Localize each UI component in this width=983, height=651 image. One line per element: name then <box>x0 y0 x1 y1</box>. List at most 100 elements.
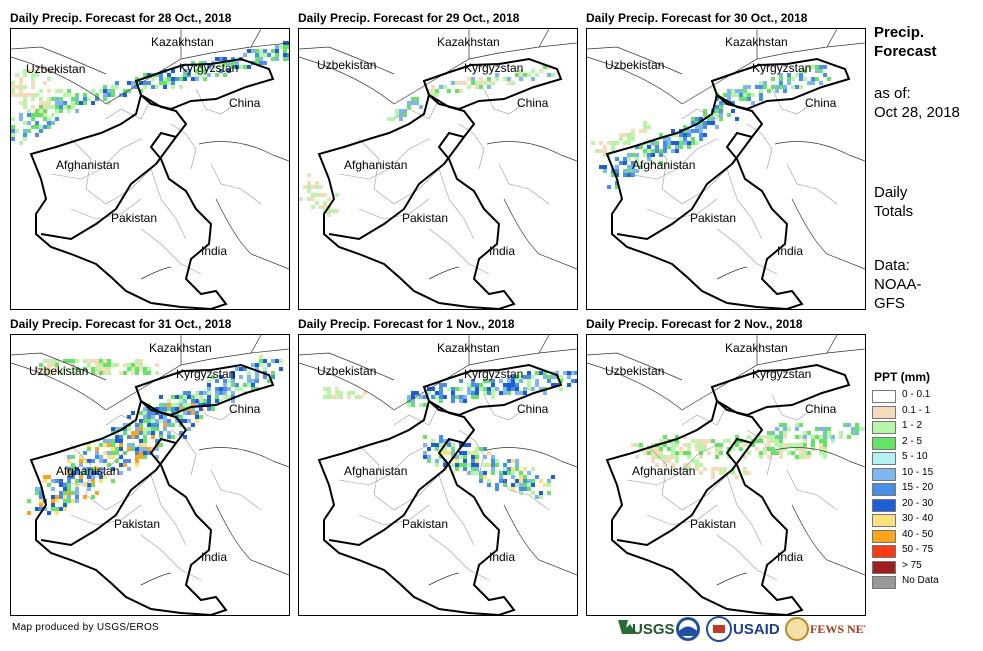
label-afghanistan: Afghanistan <box>344 158 407 172</box>
precip-cell <box>771 451 775 455</box>
precip-cell <box>703 467 707 471</box>
precip-cell <box>187 403 191 407</box>
precip-cell <box>255 49 259 53</box>
precip-cell <box>103 371 107 375</box>
precip-cell <box>191 77 195 81</box>
precip-cell <box>535 379 539 383</box>
precip-cell <box>699 443 703 447</box>
precip-cell <box>123 427 127 431</box>
precip-cell <box>647 157 651 161</box>
legend-swatch <box>872 529 896 543</box>
precip-cell <box>699 117 703 121</box>
precip-cell <box>423 395 427 399</box>
precip-cell <box>35 507 39 511</box>
precip-cell <box>31 125 35 129</box>
precip-cell <box>103 367 107 371</box>
precip-cell <box>663 463 667 467</box>
precip-cell <box>27 129 31 133</box>
precip-cell <box>483 387 487 391</box>
precip-cell <box>411 395 415 399</box>
precip-cell <box>731 471 735 475</box>
precip-cell <box>647 447 651 451</box>
precip-cell <box>223 65 227 69</box>
precip-cell <box>431 85 435 89</box>
precip-cell <box>51 113 55 117</box>
precip-cell <box>283 49 287 53</box>
precip-cell <box>91 467 95 471</box>
precip-cell <box>27 121 31 125</box>
precip-cell <box>35 69 39 73</box>
precip-cell <box>699 137 703 141</box>
precip-cell <box>819 443 823 447</box>
forecast-map[interactable]: Kazakhstan Uzbekistan Kyrgyzstan China A… <box>298 28 578 310</box>
precip-cell <box>735 93 739 97</box>
precip-cell <box>455 395 459 399</box>
precip-cell <box>83 471 87 475</box>
precip-cell <box>439 85 443 89</box>
precip-cell <box>703 121 707 125</box>
precip-cell <box>67 467 71 471</box>
precip-cell <box>259 363 263 367</box>
precip-cell <box>99 371 103 375</box>
precip-cell <box>543 371 547 375</box>
forecast-map[interactable]: Kazakhstan Uzbekistan Kyrgyzstan China A… <box>10 334 290 616</box>
forecast-map[interactable]: Kazakhstan Uzbekistan Kyrgyzstan China A… <box>586 334 866 616</box>
precip-cell <box>471 387 475 391</box>
precip-cell <box>803 435 807 439</box>
precip-cell <box>523 487 527 491</box>
precip-cell <box>711 439 715 443</box>
precip-cell <box>547 379 551 383</box>
precip-cell <box>775 427 779 431</box>
precip-cell <box>535 383 539 387</box>
precip-cell <box>183 419 187 423</box>
precip-cell <box>175 395 179 399</box>
precip-cell <box>227 69 231 73</box>
precip-cell <box>799 423 803 427</box>
precip-cell <box>91 359 95 363</box>
precip-cell <box>843 423 847 427</box>
precip-cell <box>255 57 259 61</box>
forecast-map[interactable]: Kazakhstan Uzbekistan Kyrgyzstan China A… <box>298 334 578 616</box>
precip-cell <box>783 89 787 93</box>
precip-cell <box>707 439 711 443</box>
precip-cell <box>475 455 479 459</box>
precip-cell <box>263 53 267 57</box>
precip-cell <box>27 109 31 113</box>
precip-cell <box>75 487 79 491</box>
precip-cell <box>815 69 819 73</box>
precip-cell <box>75 93 79 97</box>
precip-cell <box>327 391 331 395</box>
forecast-panel-oct28: Daily Precip. Forecast for 28 Oct., 2018… <box>10 8 290 312</box>
precip-cell <box>231 383 235 387</box>
precip-cell <box>131 363 135 367</box>
precip-cell <box>235 61 239 65</box>
precip-cell <box>715 105 719 109</box>
precip-cell <box>499 479 503 483</box>
precip-cell <box>783 447 787 451</box>
usaid-logo: USAID <box>706 616 780 642</box>
precip-cell <box>719 447 723 451</box>
forecast-map[interactable]: Kazakhstan Uzbekistan Kyrgyzstan China A… <box>10 28 290 310</box>
precip-cell <box>159 403 163 407</box>
precip-cell <box>471 391 475 395</box>
forecast-map[interactable]: Kazakhstan Uzbekistan Kyrgyzstan China A… <box>586 28 866 310</box>
precip-cell <box>511 379 515 383</box>
precip-cell <box>435 93 439 97</box>
precip-cell <box>503 483 507 487</box>
precip-cell <box>479 77 483 81</box>
precip-cell <box>363 391 367 395</box>
precip-cell <box>123 93 127 97</box>
precip-cell <box>15 85 19 89</box>
precip-cell <box>215 395 219 399</box>
precip-cell <box>219 391 223 395</box>
precip-cell <box>491 455 495 459</box>
precip-cell <box>807 451 811 455</box>
precip-cell <box>759 81 763 85</box>
precip-cell <box>611 141 615 145</box>
precip-cell <box>431 439 435 443</box>
precip-cell <box>55 511 59 515</box>
precip-cell <box>99 475 103 479</box>
precip-cell <box>271 371 275 375</box>
precip-cell <box>763 81 767 85</box>
precip-cell <box>235 383 239 387</box>
